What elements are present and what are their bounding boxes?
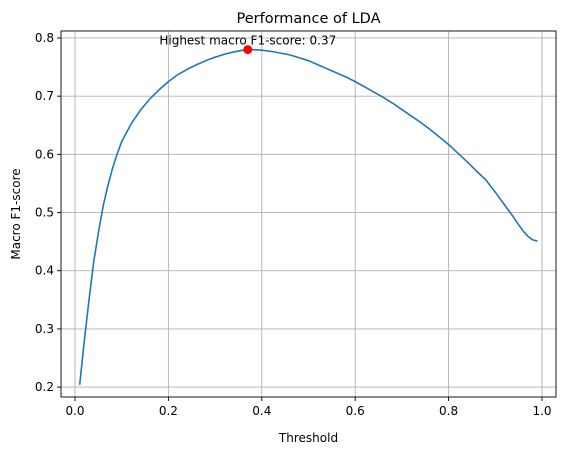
y-tick-label: 0.3 bbox=[35, 322, 54, 336]
x-axis-label: Threshold bbox=[278, 431, 338, 445]
x-tick-label: 0.2 bbox=[159, 404, 178, 418]
y-tick-label: 0.5 bbox=[35, 206, 54, 220]
chart-title: Performance of LDA bbox=[237, 11, 381, 27]
grid-lines bbox=[61, 31, 556, 397]
plot-area bbox=[78, 45, 538, 385]
max-score-point bbox=[243, 45, 253, 55]
x-tick-label: 0.8 bbox=[439, 404, 458, 418]
y-axis-label: Macro F1-score bbox=[9, 168, 23, 259]
x-tick-label: 0.6 bbox=[346, 404, 365, 418]
y-tick-label: 0.6 bbox=[35, 147, 54, 161]
f1-score-line bbox=[78, 48, 538, 385]
y-tick-label: 0.4 bbox=[35, 264, 54, 278]
axes-frame bbox=[60, 30, 557, 398]
x-tick-label: 0.0 bbox=[65, 404, 84, 418]
y-tick-label: 0.2 bbox=[35, 380, 54, 394]
x-tick-label: 0.4 bbox=[252, 404, 271, 418]
y-tick-label: 0.8 bbox=[35, 31, 54, 45]
y-tick-label: 0.7 bbox=[35, 89, 54, 103]
max-score-annotation: Highest macro F1-score: 0.37 bbox=[159, 34, 336, 48]
axis-ticks: 0.0 0.2 0.4 0.6 0.8 1.0 0.2 0.3 0.4 0.5 0.6 0.7 0.8 bbox=[35, 31, 552, 418]
x-tick-label: 1.0 bbox=[532, 404, 551, 418]
